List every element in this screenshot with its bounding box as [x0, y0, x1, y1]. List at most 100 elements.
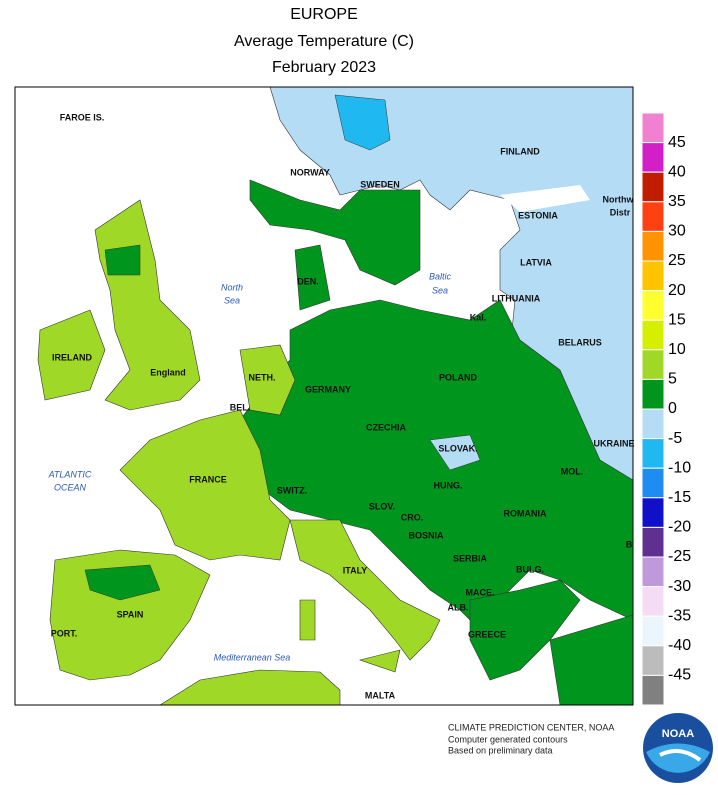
legend-swatch: [641, 112, 665, 144]
legend-swatch: [641, 556, 665, 588]
sea-label: OCEAN: [54, 482, 87, 492]
legend-swatch: [641, 260, 665, 292]
logo-gull: [659, 749, 702, 762]
logo-wave: [646, 743, 710, 773]
country-label: ITALY: [343, 565, 368, 575]
sea-label: Baltic: [429, 271, 452, 281]
country-label: FINLAND: [500, 146, 540, 156]
mild-region: [358, 649, 401, 673]
legend-swatch: [641, 615, 665, 647]
legend-label: -40: [668, 637, 691, 654]
country-label: SLOV.: [369, 501, 395, 511]
legend-label: 5: [668, 371, 677, 388]
footer-note: Based on preliminary data: [448, 745, 553, 755]
country-label: ROMANIA: [504, 508, 547, 518]
country-label: B: [626, 539, 633, 549]
sea-label: Mediterranean Sea: [214, 652, 291, 662]
footer-note: Computer generated contours: [448, 734, 568, 744]
legend-label: -15: [668, 489, 691, 506]
legend-swatch: [641, 408, 665, 440]
map-labels: FAROE IS. NORWAY SWEDEN FINLAND ESTONIA LATVI…: [48, 112, 635, 700]
country-label: DEN.: [297, 276, 319, 286]
legend-label: -20: [668, 519, 691, 536]
warm-patch: [84, 564, 161, 601]
legend-label: 35: [668, 193, 686, 210]
country-label: FRANCE: [189, 474, 227, 484]
legend-swatch: [641, 319, 665, 351]
legend-swatch: [641, 171, 665, 203]
country-label: ALB.: [448, 602, 469, 612]
legend-label: 25: [668, 252, 686, 269]
sea-label: North: [221, 282, 243, 292]
country-label: HUNG.: [434, 480, 463, 490]
baltic-sea: [410, 200, 500, 310]
country-label: NETH.: [249, 372, 276, 382]
warm-patch: [104, 244, 141, 276]
mild-region: [119, 409, 291, 561]
mild-region: [289, 519, 441, 661]
legend-swatch: [641, 497, 665, 528]
mild-region: [299, 599, 316, 641]
country-label: MALTA: [365, 690, 396, 700]
legend-label: 10: [668, 341, 686, 358]
country-label: SLOVAK.: [438, 443, 477, 453]
country-label: SWITZ.: [277, 485, 308, 495]
legend-swatch: [641, 290, 665, 321]
color-legend: 45 40 35 30 25 20 15 10 5 0 -5 -10 -15 -20 -25 -30 -35 -4…: [641, 112, 691, 706]
country-label: Distr: [610, 207, 631, 217]
legend-swatch: [641, 586, 665, 617]
country-label: GREECE: [468, 629, 506, 639]
country-label: BELARUS: [558, 337, 602, 347]
legend-swatch: [641, 526, 665, 558]
country-label: MACE.: [466, 587, 495, 597]
legend-label: -10: [668, 459, 691, 476]
country-label: GERMANY: [305, 384, 351, 394]
legend-swatch: [641, 230, 665, 262]
legend-swatch: [641, 201, 665, 232]
country-label: Kal.: [470, 312, 487, 322]
logo-text: NOAA: [662, 728, 694, 740]
sea-label: ATLANTIC: [48, 469, 92, 479]
legend-label: -5: [668, 430, 682, 447]
country-label: LITHUANIA: [492, 293, 541, 303]
country-label: IRELAND: [52, 352, 92, 362]
legend-label: -30: [668, 578, 691, 595]
country-label: BEL.: [230, 402, 251, 412]
sea-label: Sea: [224, 295, 240, 305]
country-label: CRO.: [401, 512, 424, 522]
map-title: Average Temperature (C): [234, 33, 414, 50]
legend-label: 15: [668, 311, 686, 328]
country-label: POLAND: [439, 372, 478, 382]
country-label: England: [150, 367, 186, 377]
map-title: EUROPE: [290, 6, 358, 23]
legend-swatch: [641, 467, 665, 499]
legend-label: 40: [668, 163, 686, 180]
country-label: FAROE IS.: [60, 112, 105, 122]
country-label: Northw: [603, 194, 635, 204]
legend-label: -45: [668, 667, 691, 684]
country-label: BULG.: [516, 564, 544, 574]
legend-label: -25: [668, 548, 691, 565]
legend-swatch: [641, 142, 665, 173]
country-label: UKRAINE: [593, 438, 634, 448]
warm-region: [249, 179, 421, 286]
country-label: SWEDEN: [360, 179, 400, 189]
gulf-of-finland: [500, 185, 590, 212]
country-label: CZECHIA: [366, 422, 406, 432]
legend-swatch: [641, 438, 665, 469]
country-label: MOL.: [561, 466, 584, 476]
cold-patch: [429, 434, 481, 471]
legend-label: 0: [668, 400, 677, 417]
legend-swatch: [641, 349, 665, 380]
legend-label: 30: [668, 223, 686, 240]
noaa-logo: NOAA: [643, 713, 713, 783]
warm-region: [294, 244, 331, 311]
legend-swatch: [641, 378, 665, 410]
country-label: SERBIA: [453, 553, 488, 563]
country-label: ESTONIA: [518, 210, 558, 220]
very-cold-patch: [334, 94, 391, 151]
map-frame: [14, 86, 634, 706]
country-label: BOSNIA: [408, 530, 444, 540]
country-label: NORWAY: [290, 167, 330, 177]
